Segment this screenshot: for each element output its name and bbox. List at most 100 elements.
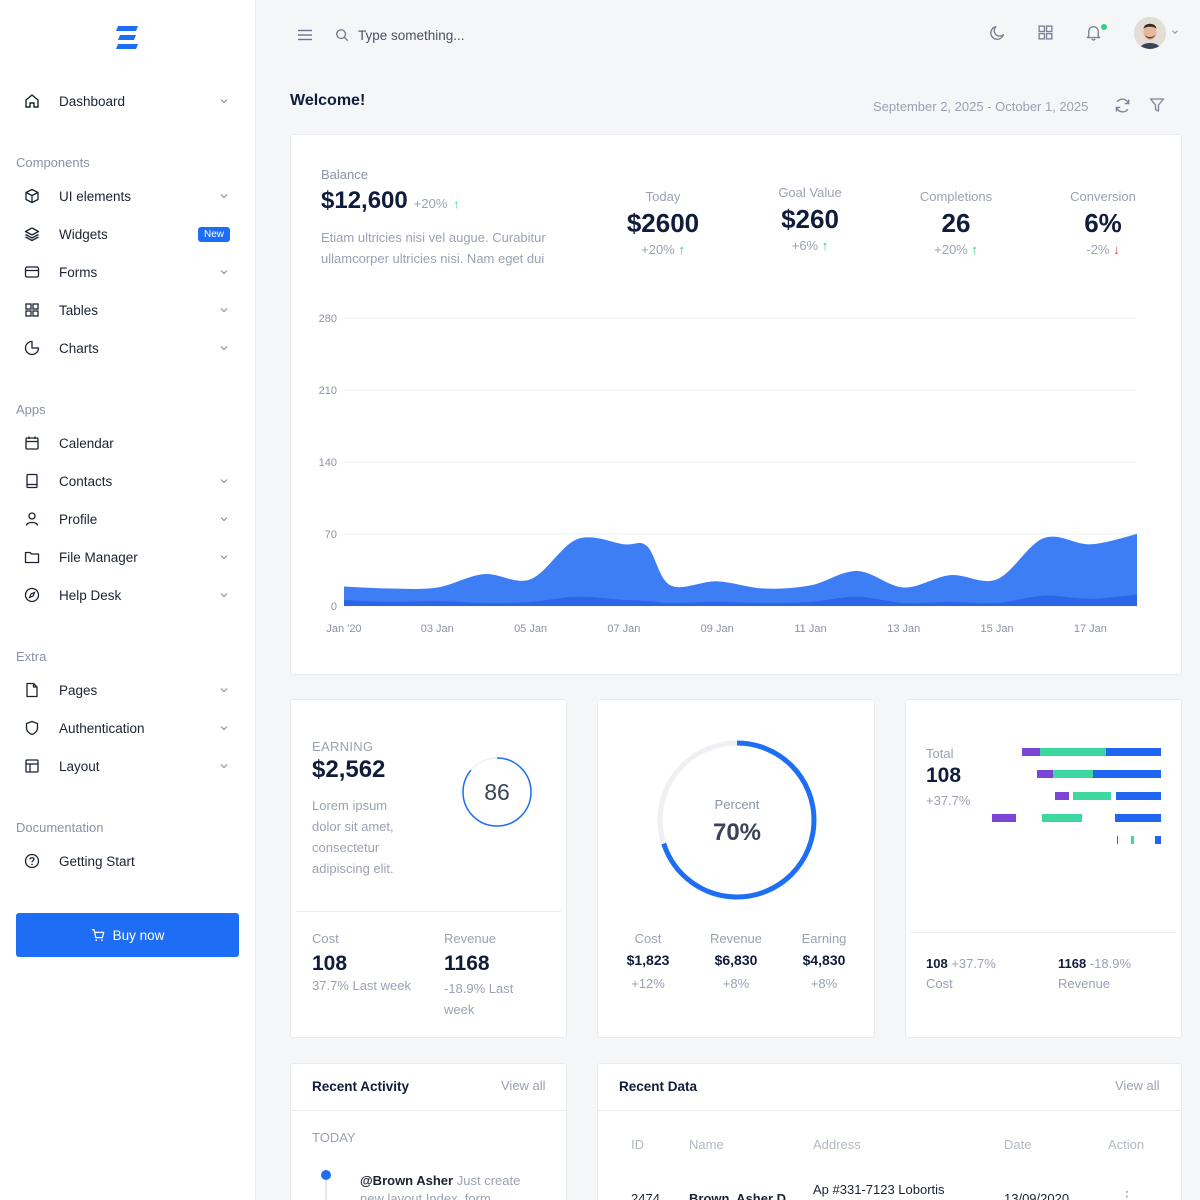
avatar[interactable] — [1134, 17, 1166, 49]
chevron-down-icon — [220, 99, 228, 104]
percent-value: 70% — [713, 819, 761, 846]
activity-user: @Brown Asher — [360, 1173, 454, 1188]
pie-chart-icon — [24, 340, 40, 356]
column-header-address[interactable]: Address — [813, 1137, 861, 1152]
earning-card: EARNING $2,562 Lorem ipsum dolor sit ame… — [290, 699, 567, 1038]
sidebar-item-dashboard[interactable]: Dashboard — [0, 82, 256, 120]
apps-grid-icon[interactable] — [1037, 24, 1054, 41]
bar-segment — [992, 814, 1016, 822]
section-components: Components — [16, 155, 90, 170]
sidebar-item-calendar[interactable]: Calendar — [0, 424, 256, 462]
bell-icon[interactable] — [1085, 24, 1102, 41]
bar-segment — [1042, 814, 1082, 822]
sidebar-item-label: Layout — [59, 758, 100, 774]
timeline-line — [325, 1180, 327, 1200]
activity-text: Just create — [456, 1173, 521, 1188]
stat-change: +6% ↑ — [740, 238, 880, 253]
stat-title: Goal Value — [778, 185, 842, 200]
cell-id: 2474 — [631, 1191, 660, 1200]
help-circle-icon — [24, 853, 40, 869]
menu-icon[interactable] — [297, 27, 313, 43]
stat-completions: Completions 26 +20% ↑ — [886, 189, 1026, 257]
cube-icon — [25, 188, 39, 204]
sidebar-item-label: Tables — [59, 302, 99, 318]
col-change: +8% — [810, 976, 838, 991]
activity-item[interactable]: @Brown Asher Just create new layout Inde… — [360, 1172, 550, 1200]
date-range-picker[interactable]: September 2, 2025 - October 1, 2025 — [873, 99, 1089, 114]
view-all-link[interactable]: View all — [501, 1078, 546, 1093]
stat-title: Conversion — [1070, 189, 1136, 204]
moon-icon[interactable] — [989, 24, 1006, 41]
stat-value: 6% — [1084, 208, 1122, 238]
view-all-link[interactable]: View all — [1115, 1078, 1160, 1093]
chevron-down-icon — [220, 688, 228, 693]
x-tick-label: 05 Jan — [514, 623, 547, 635]
sidebar-item-authentication[interactable]: Authentication — [0, 709, 256, 747]
stat-value: 26 — [941, 208, 971, 238]
sidebar-item-pages[interactable]: Pages — [0, 671, 256, 709]
arrow-up-icon: ↑ — [971, 242, 978, 257]
revenue-sub-line: week — [444, 1002, 475, 1017]
x-tick-label: 15 Jan — [981, 623, 1014, 635]
sidebar-item-file-manager[interactable]: File Manager — [0, 538, 256, 576]
earning-description-line: consectetur — [312, 840, 380, 855]
column-header-name[interactable]: Name — [689, 1137, 724, 1152]
stat-change: +20% ↑ — [886, 242, 1026, 257]
stat-change-value: +20% — [641, 242, 675, 257]
y-tick-label: 140 — [319, 457, 337, 469]
filter-icon[interactable] — [1149, 97, 1165, 113]
stat-today: Today $2600 +20% ↑ — [593, 189, 733, 257]
percent-col-cost: Cost $1,823 +12% — [608, 931, 688, 991]
sidebar-item-profile[interactable]: Profile — [0, 500, 256, 538]
chevron-down-icon[interactable] — [1170, 27, 1180, 37]
chevron-down-icon — [220, 726, 228, 731]
sidebar-item-help-desk[interactable]: Help Desk — [0, 576, 256, 614]
stat-goal-value: Goal Value $260 +6% ↑ — [740, 185, 880, 253]
y-tick-label: 280 — [319, 313, 337, 325]
percent-donut: Percent 70% — [657, 740, 817, 900]
revenue-label: Revenue — [1058, 976, 1111, 991]
col-value: $4,830 — [802, 952, 846, 968]
chevron-down-icon — [220, 593, 228, 598]
cost-label: Cost — [926, 976, 953, 991]
bar-segment — [1117, 836, 1118, 844]
sidebar-item-ui-elements[interactable]: UI elements — [0, 177, 256, 215]
recent-activity-card: Recent Activity View all TODAY @Brown As… — [290, 1063, 567, 1200]
refresh-icon[interactable] — [1114, 97, 1131, 114]
earning-value: $2,562 — [312, 756, 386, 783]
chevron-down-icon — [220, 308, 228, 313]
stat-title: Completions — [919, 189, 993, 204]
sidebar-item-label: Help Desk — [59, 587, 122, 603]
sidebar-item-charts[interactable]: Charts — [0, 329, 256, 367]
sidebar-item-layout[interactable]: Layout — [0, 747, 256, 785]
column-header-date[interactable]: Date — [1004, 1137, 1032, 1152]
bar-segment — [1022, 748, 1040, 756]
credit-card-icon — [24, 266, 40, 278]
column-header-action[interactable]: Action — [1108, 1137, 1145, 1152]
sidebar-item-forms[interactable]: Forms — [0, 253, 256, 291]
more-vertical-icon[interactable]: ⋮ — [1120, 1188, 1134, 1200]
stat-title: Today — [645, 189, 681, 204]
x-tick-label: 13 Jan — [887, 623, 920, 635]
earning-description: Lorem ipsum dolor sit amet, consectetur … — [312, 795, 394, 879]
search-input[interactable] — [358, 25, 618, 45]
avatar-image — [1134, 17, 1166, 49]
sidebar-item-widgets[interactable]: Widgets New — [0, 215, 256, 253]
sidebar-item-label: Contacts — [59, 473, 113, 489]
search-icon — [336, 29, 349, 42]
col-value: $1,823 — [626, 952, 670, 968]
section-apps: Apps — [16, 402, 46, 417]
column-header-id[interactable]: ID — [631, 1137, 644, 1152]
revenue-value: 1168 — [444, 952, 490, 975]
sidebar-item-getting-start[interactable]: Getting Start — [0, 842, 256, 880]
sidebar-item-label: Authentication — [59, 720, 145, 736]
bar-segment — [1106, 748, 1161, 756]
logo-icon[interactable] — [114, 24, 140, 50]
chevron-down-icon — [220, 517, 228, 522]
buy-now-button[interactable]: Buy now — [16, 913, 239, 957]
earning-description-line: adipiscing elit. — [312, 861, 394, 876]
sidebar-item-tables[interactable]: Tables — [0, 291, 256, 329]
sidebar-item-contacts[interactable]: Contacts — [0, 462, 256, 500]
bar-segment — [1073, 792, 1111, 800]
total-cost: 108 +37.7% Cost — [926, 956, 996, 991]
